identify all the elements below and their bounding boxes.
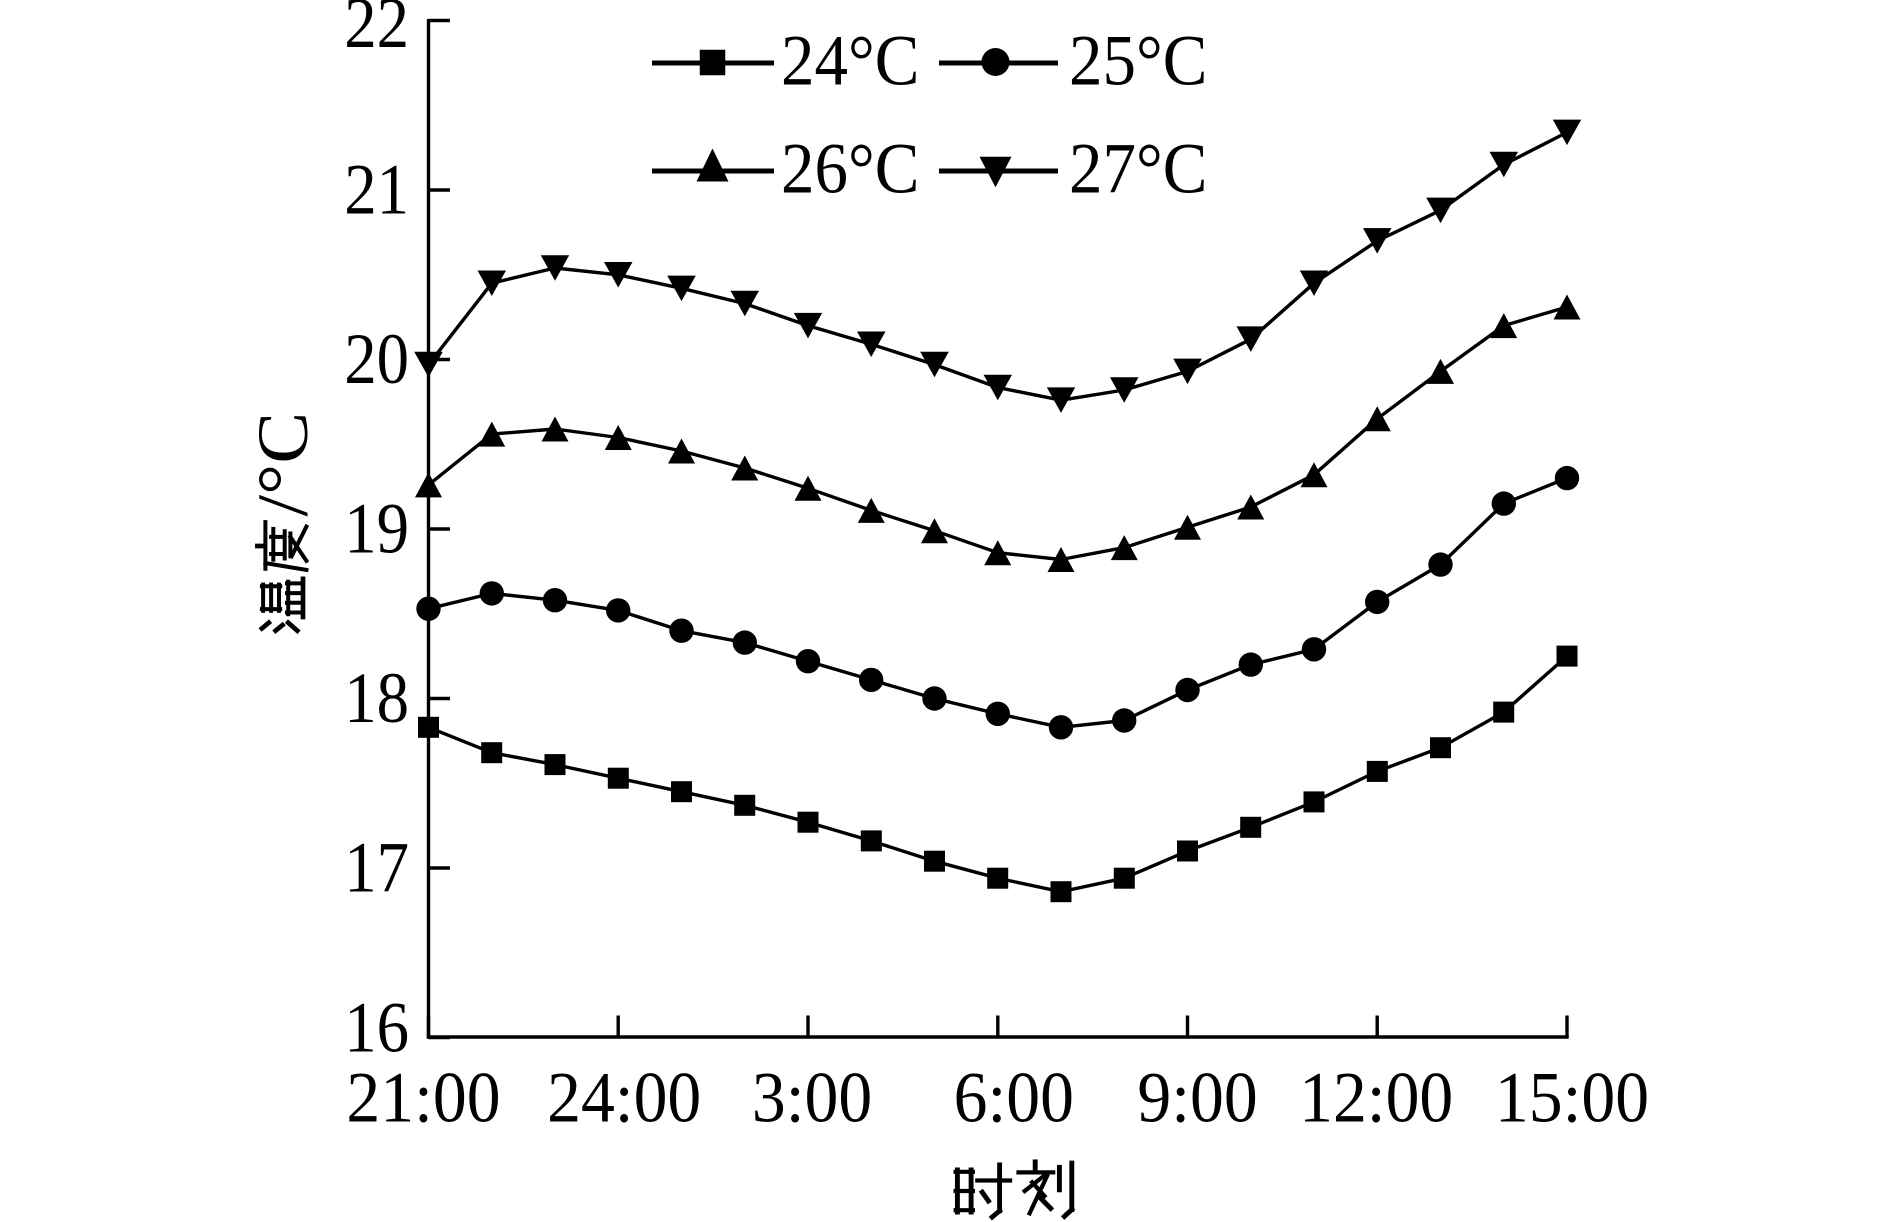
svg-text:27°C: 27°C: [1069, 129, 1207, 209]
svg-text:25°C: 25°C: [1069, 21, 1207, 101]
svg-text:6:00: 6:00: [954, 1059, 1074, 1138]
svg-text:20: 20: [344, 319, 409, 399]
svg-text:24°C: 24°C: [781, 21, 919, 101]
svg-text:17: 17: [344, 827, 409, 907]
svg-text:21:00: 21:00: [346, 1059, 500, 1138]
svg-text:/°C: /°C: [244, 412, 324, 517]
svg-text:9:00: 9:00: [1137, 1059, 1257, 1138]
svg-text:26°C: 26°C: [781, 129, 919, 209]
svg-text:12:00: 12:00: [1299, 1059, 1453, 1138]
svg-text:16: 16: [344, 987, 409, 1067]
svg-text:24:00: 24:00: [547, 1059, 701, 1138]
svg-text:22: 22: [344, 0, 409, 63]
svg-text:21: 21: [344, 149, 409, 229]
svg-text:3:00: 3:00: [752, 1059, 872, 1138]
svg-text:18: 18: [344, 658, 409, 738]
svg-text:19: 19: [344, 488, 409, 568]
svg-text:15:00: 15:00: [1495, 1059, 1649, 1138]
